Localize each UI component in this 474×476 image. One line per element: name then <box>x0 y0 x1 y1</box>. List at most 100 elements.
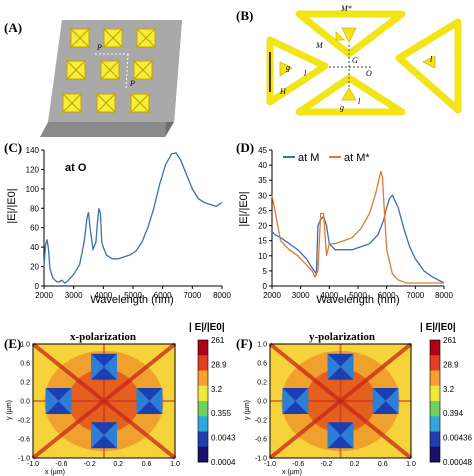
antenna-shadow <box>104 422 117 449</box>
antenna-shadow <box>295 388 309 414</box>
colorbar-tick-label: 0.00436 <box>443 434 472 443</box>
y-tick-label: 80 <box>30 204 39 213</box>
x-axis-title: x (µm) <box>45 469 65 476</box>
colorbar-segment <box>430 370 440 387</box>
y-tick-label: 40 <box>30 243 39 252</box>
legend-label: at M <box>298 152 319 164</box>
x-tick-label: 8000 <box>213 291 231 300</box>
y-tick-label: -0.6 <box>255 437 267 444</box>
x-axis-title: Wavelength (nm) <box>316 294 399 306</box>
colorbar-segment <box>198 446 208 463</box>
colorbar-tick-label: 28.9 <box>211 360 227 369</box>
colorbar-segment <box>198 401 208 417</box>
x-axis-title: Wavelength (nm) <box>90 294 173 306</box>
colorbar-frame <box>197 339 209 463</box>
colorbar-segment <box>430 416 440 432</box>
x-tick-label: 4000 <box>320 291 338 300</box>
colorbar-segment <box>430 446 440 463</box>
y-axis-title: |E|/|E0| <box>6 188 18 223</box>
antenna-shadow <box>372 388 386 414</box>
point-label-o: O <box>366 69 372 78</box>
colorbar-tick-label: 261 <box>443 336 457 345</box>
colorbar-tick-label: 0.0043 <box>211 434 236 443</box>
antenna-shadow <box>327 422 341 449</box>
y-tick-label: 140 <box>26 146 40 155</box>
x-tick-label: 5000 <box>124 291 142 300</box>
x-tick-label: 4000 <box>94 291 112 300</box>
y-tick-label: 25 <box>258 206 267 215</box>
x-tick-label: -1.0 <box>264 461 276 468</box>
series-line-1 <box>271 194 445 284</box>
series-line-2 <box>271 171 444 284</box>
map-frame <box>32 343 176 459</box>
y-tick-label: 5 <box>263 267 268 276</box>
y-tick-label: -0.2 <box>18 418 30 425</box>
colorbar-tick-label: 0.355 <box>211 409 232 418</box>
antenna-shadow <box>45 388 59 414</box>
series-line-1 <box>43 152 223 284</box>
y-tick-label: 120 <box>26 165 40 174</box>
period-label: P <box>129 79 135 88</box>
x-tick-label: 0.2 <box>350 461 360 468</box>
period-label: P <box>96 43 102 52</box>
colorbar-segment <box>198 370 208 387</box>
antenna-shadow <box>372 388 399 401</box>
y-axis-title: y (µm) <box>6 400 13 420</box>
antenna-shadow <box>45 401 72 414</box>
y-axis-title: y (µm) <box>244 400 251 420</box>
antenna-shadow <box>91 353 104 380</box>
point-label-m: M <box>315 41 324 50</box>
colorbar-tick-label: 0.0004 <box>211 458 236 467</box>
antenna-shadow <box>282 401 309 414</box>
y-tick-label: 40 <box>258 161 267 170</box>
y-tick-label: 0 <box>263 282 268 291</box>
y-tick-label: -0.2 <box>255 418 267 425</box>
x-tick-label: 0.2 <box>113 461 123 468</box>
y-tick-label: 60 <box>30 224 39 233</box>
gap-label: g <box>340 103 344 112</box>
inner-triangle <box>335 31 345 41</box>
antenna-shadow <box>282 388 309 401</box>
x-tick-label: 0.6 <box>142 461 152 468</box>
x-tick-label: -1.0 <box>27 461 39 468</box>
x-tick-label: -0.6 <box>292 461 304 468</box>
length-label: l <box>430 55 433 64</box>
height-label: H <box>279 87 287 96</box>
y-tick-label: 0.6 <box>257 361 267 368</box>
antenna-shadow <box>91 422 117 436</box>
antenna-shadow <box>91 353 117 367</box>
y-tick-label: 35 <box>258 176 267 185</box>
x-tick-label: 1.0 <box>406 461 416 468</box>
antenna-shadow <box>327 366 354 380</box>
legend-label: at M* <box>344 152 370 164</box>
y-tick-label: 0.0 <box>20 399 30 406</box>
y-tick-label: 45 <box>258 146 267 155</box>
x-tick-label: -0.2 <box>84 461 96 468</box>
x-tick-label: 2000 <box>263 291 281 300</box>
gap-label: g <box>286 63 290 72</box>
y-tick-label: -1.0 <box>18 456 30 463</box>
y-axis-title: |E|/|E0| <box>238 191 250 226</box>
y-tick-label: 20 <box>258 222 267 231</box>
colorbar-title: | E|/|E0| <box>420 322 456 333</box>
antenna-shadow <box>327 353 354 367</box>
colorbar-tick-label: 28.9 <box>443 360 459 369</box>
x-tick-label: 7000 <box>406 291 424 300</box>
x-tick-label: 3000 <box>292 291 310 300</box>
y-tick-label: 20 <box>30 263 39 272</box>
inner-triangle <box>341 87 357 101</box>
colorbar-tick-label: 3.2 <box>211 385 223 394</box>
antenna-shadow <box>45 388 72 401</box>
annotation: at O <box>65 162 87 174</box>
length-label: l <box>358 97 361 106</box>
colorbar-tick-label: 3.2 <box>443 385 455 394</box>
map-title: x-polarization <box>70 331 136 343</box>
colorbar-title: | E|/|E0| <box>189 322 225 333</box>
colorbar-segment <box>198 355 208 371</box>
y-tick-label: 0.2 <box>257 380 267 387</box>
antenna-shadow <box>91 422 104 449</box>
y-tick-label: 0.6 <box>20 361 30 368</box>
